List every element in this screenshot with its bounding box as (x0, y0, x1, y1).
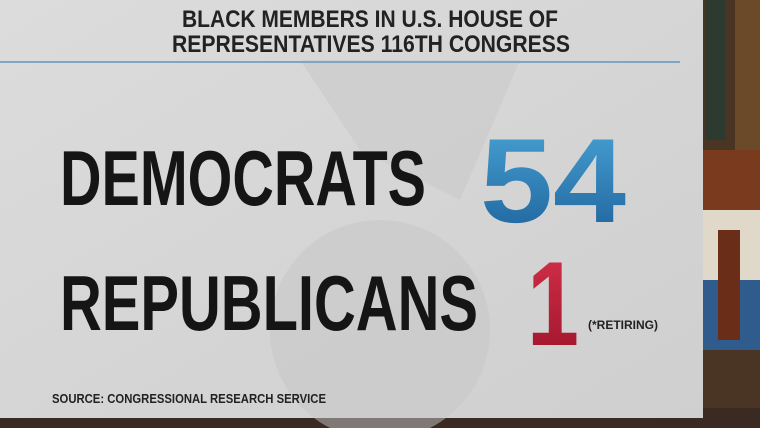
background (705, 0, 725, 140)
row-note: (*RETIRING) (588, 318, 658, 332)
row-label: REPUBLICANS (60, 259, 478, 347)
source: SOURCE: CONGRESSIONAL RESEARCH SERVICE (52, 391, 326, 406)
row-value: 54 (480, 114, 626, 248)
title: REPRESENTATIVES 116TH CONGRESS (172, 31, 570, 58)
background (718, 230, 740, 340)
row-value: 1 (527, 237, 579, 371)
background (735, 0, 760, 150)
background (703, 150, 760, 210)
row-label: DEMOCRATS (60, 134, 426, 222)
watermark (300, 60, 520, 200)
watermark (270, 220, 490, 428)
title: BLACK MEMBERS IN U.S. HOUSE OF (182, 6, 558, 33)
